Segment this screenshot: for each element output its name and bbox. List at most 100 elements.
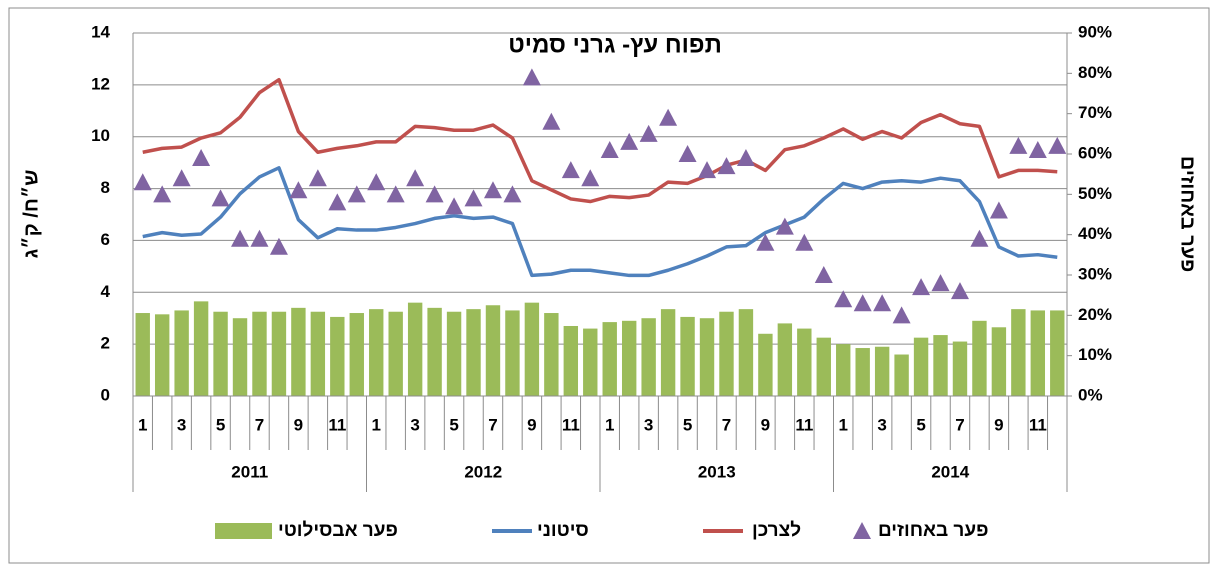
x-tick-label: 7 [955, 415, 964, 434]
bar [719, 311, 734, 396]
triangle-marker [503, 185, 522, 203]
bar [349, 313, 364, 396]
triangle-marker [814, 266, 833, 283]
triangle-marker [561, 161, 580, 179]
x-tick-label: 7 [488, 415, 497, 434]
triangle-marker [931, 274, 950, 292]
y2-tick-label: 70% [1078, 103, 1112, 122]
bar [621, 320, 637, 396]
x-tick-label: 11 [795, 415, 813, 434]
bar [524, 302, 540, 396]
x-tick-label: 11 [1029, 415, 1047, 434]
y2-tick-label: 0% [1078, 385, 1103, 404]
triangle-marker [269, 237, 288, 255]
x-tick-label: 1 [371, 415, 380, 434]
bar [505, 310, 520, 396]
triangle-marker [912, 278, 931, 296]
x-tick-label: 9 [994, 415, 1003, 434]
bar [485, 305, 501, 396]
triangle-marker [892, 306, 911, 324]
triangle-marker [795, 233, 814, 251]
y-tick-label: 4 [101, 282, 111, 301]
bar [836, 344, 851, 396]
triangle-marker [406, 169, 425, 187]
y2-axis-label: פער באחוזים [1177, 156, 1199, 272]
line-series [142, 77, 1058, 204]
x-tick-label: 11 [328, 415, 346, 434]
chart-title: תפוח עץ- גרני סמיט [508, 31, 722, 58]
bar [641, 318, 656, 396]
triangle-marker [250, 229, 269, 247]
bar [855, 348, 870, 396]
triangle-marker [698, 161, 717, 179]
x-tick-label: 5 [216, 415, 225, 434]
x-tick-label: 3 [644, 415, 653, 434]
bar [563, 325, 579, 396]
bar [427, 307, 442, 396]
triangle-marker [328, 193, 347, 211]
triangle-marker [522, 68, 541, 86]
bar [797, 328, 812, 396]
y-tick-label: 14 [91, 22, 110, 41]
bar [1011, 309, 1026, 396]
triangle-marker [1009, 136, 1028, 154]
triangle-marker [853, 294, 872, 312]
bar [330, 316, 345, 396]
triangle-marker [464, 189, 483, 207]
bar [913, 337, 929, 396]
y-tick-label: 12 [91, 74, 110, 93]
x-tick-label: 3 [877, 415, 886, 434]
bar [680, 316, 695, 396]
group-label: 2014 [931, 462, 969, 481]
triangle-marker [970, 229, 989, 247]
x-tick-label: 9 [294, 415, 303, 434]
group-label: 2011 [231, 462, 268, 481]
line-series [142, 166, 1058, 278]
bar [466, 309, 481, 396]
triangle-marker [756, 233, 775, 251]
bar [174, 310, 189, 396]
bar [252, 311, 267, 396]
triangle-marker [133, 173, 152, 191]
chart-frame [8, 7, 1210, 564]
legend-label: לצרכן [752, 520, 801, 541]
y2-tick-label: 80% [1078, 63, 1112, 82]
triangle-marker [834, 290, 853, 308]
bar [388, 311, 403, 396]
bar [271, 311, 287, 396]
triangle-marker [367, 173, 386, 191]
bar [544, 313, 559, 396]
bar [874, 346, 890, 396]
legend-label: סיטוני [537, 520, 589, 541]
y-tick-label: 2 [101, 334, 110, 353]
y2-tick-label: 20% [1078, 305, 1112, 324]
x-tick-label: 3 [410, 415, 419, 434]
bar [816, 337, 831, 396]
bar [602, 322, 617, 396]
bar [213, 311, 228, 396]
triangle-marker [873, 294, 892, 312]
triangle-marker [425, 185, 444, 203]
triangle-marker [1028, 140, 1047, 158]
y-axis-label: ש״ח/ ק״ג [20, 170, 42, 259]
group-label: 2013 [698, 462, 736, 481]
bar [758, 333, 773, 396]
triangle-marker [678, 145, 697, 162]
y2-tick-label: 30% [1078, 264, 1112, 283]
x-tick-label: 9 [527, 415, 536, 434]
bar [446, 311, 462, 396]
bar [894, 354, 909, 396]
triangle-marker [231, 229, 250, 247]
triangle-marker [211, 189, 230, 207]
x-tick-label: 9 [761, 415, 770, 434]
bar [291, 307, 306, 396]
bar [777, 323, 793, 396]
triangle-marker [483, 181, 502, 199]
bar [660, 309, 676, 396]
x-tick-label: 5 [449, 415, 458, 434]
triangle-marker [542, 112, 561, 130]
triangle-marker [347, 185, 366, 203]
triangle-marker [308, 169, 327, 187]
y2-tick-label: 60% [1078, 143, 1112, 162]
